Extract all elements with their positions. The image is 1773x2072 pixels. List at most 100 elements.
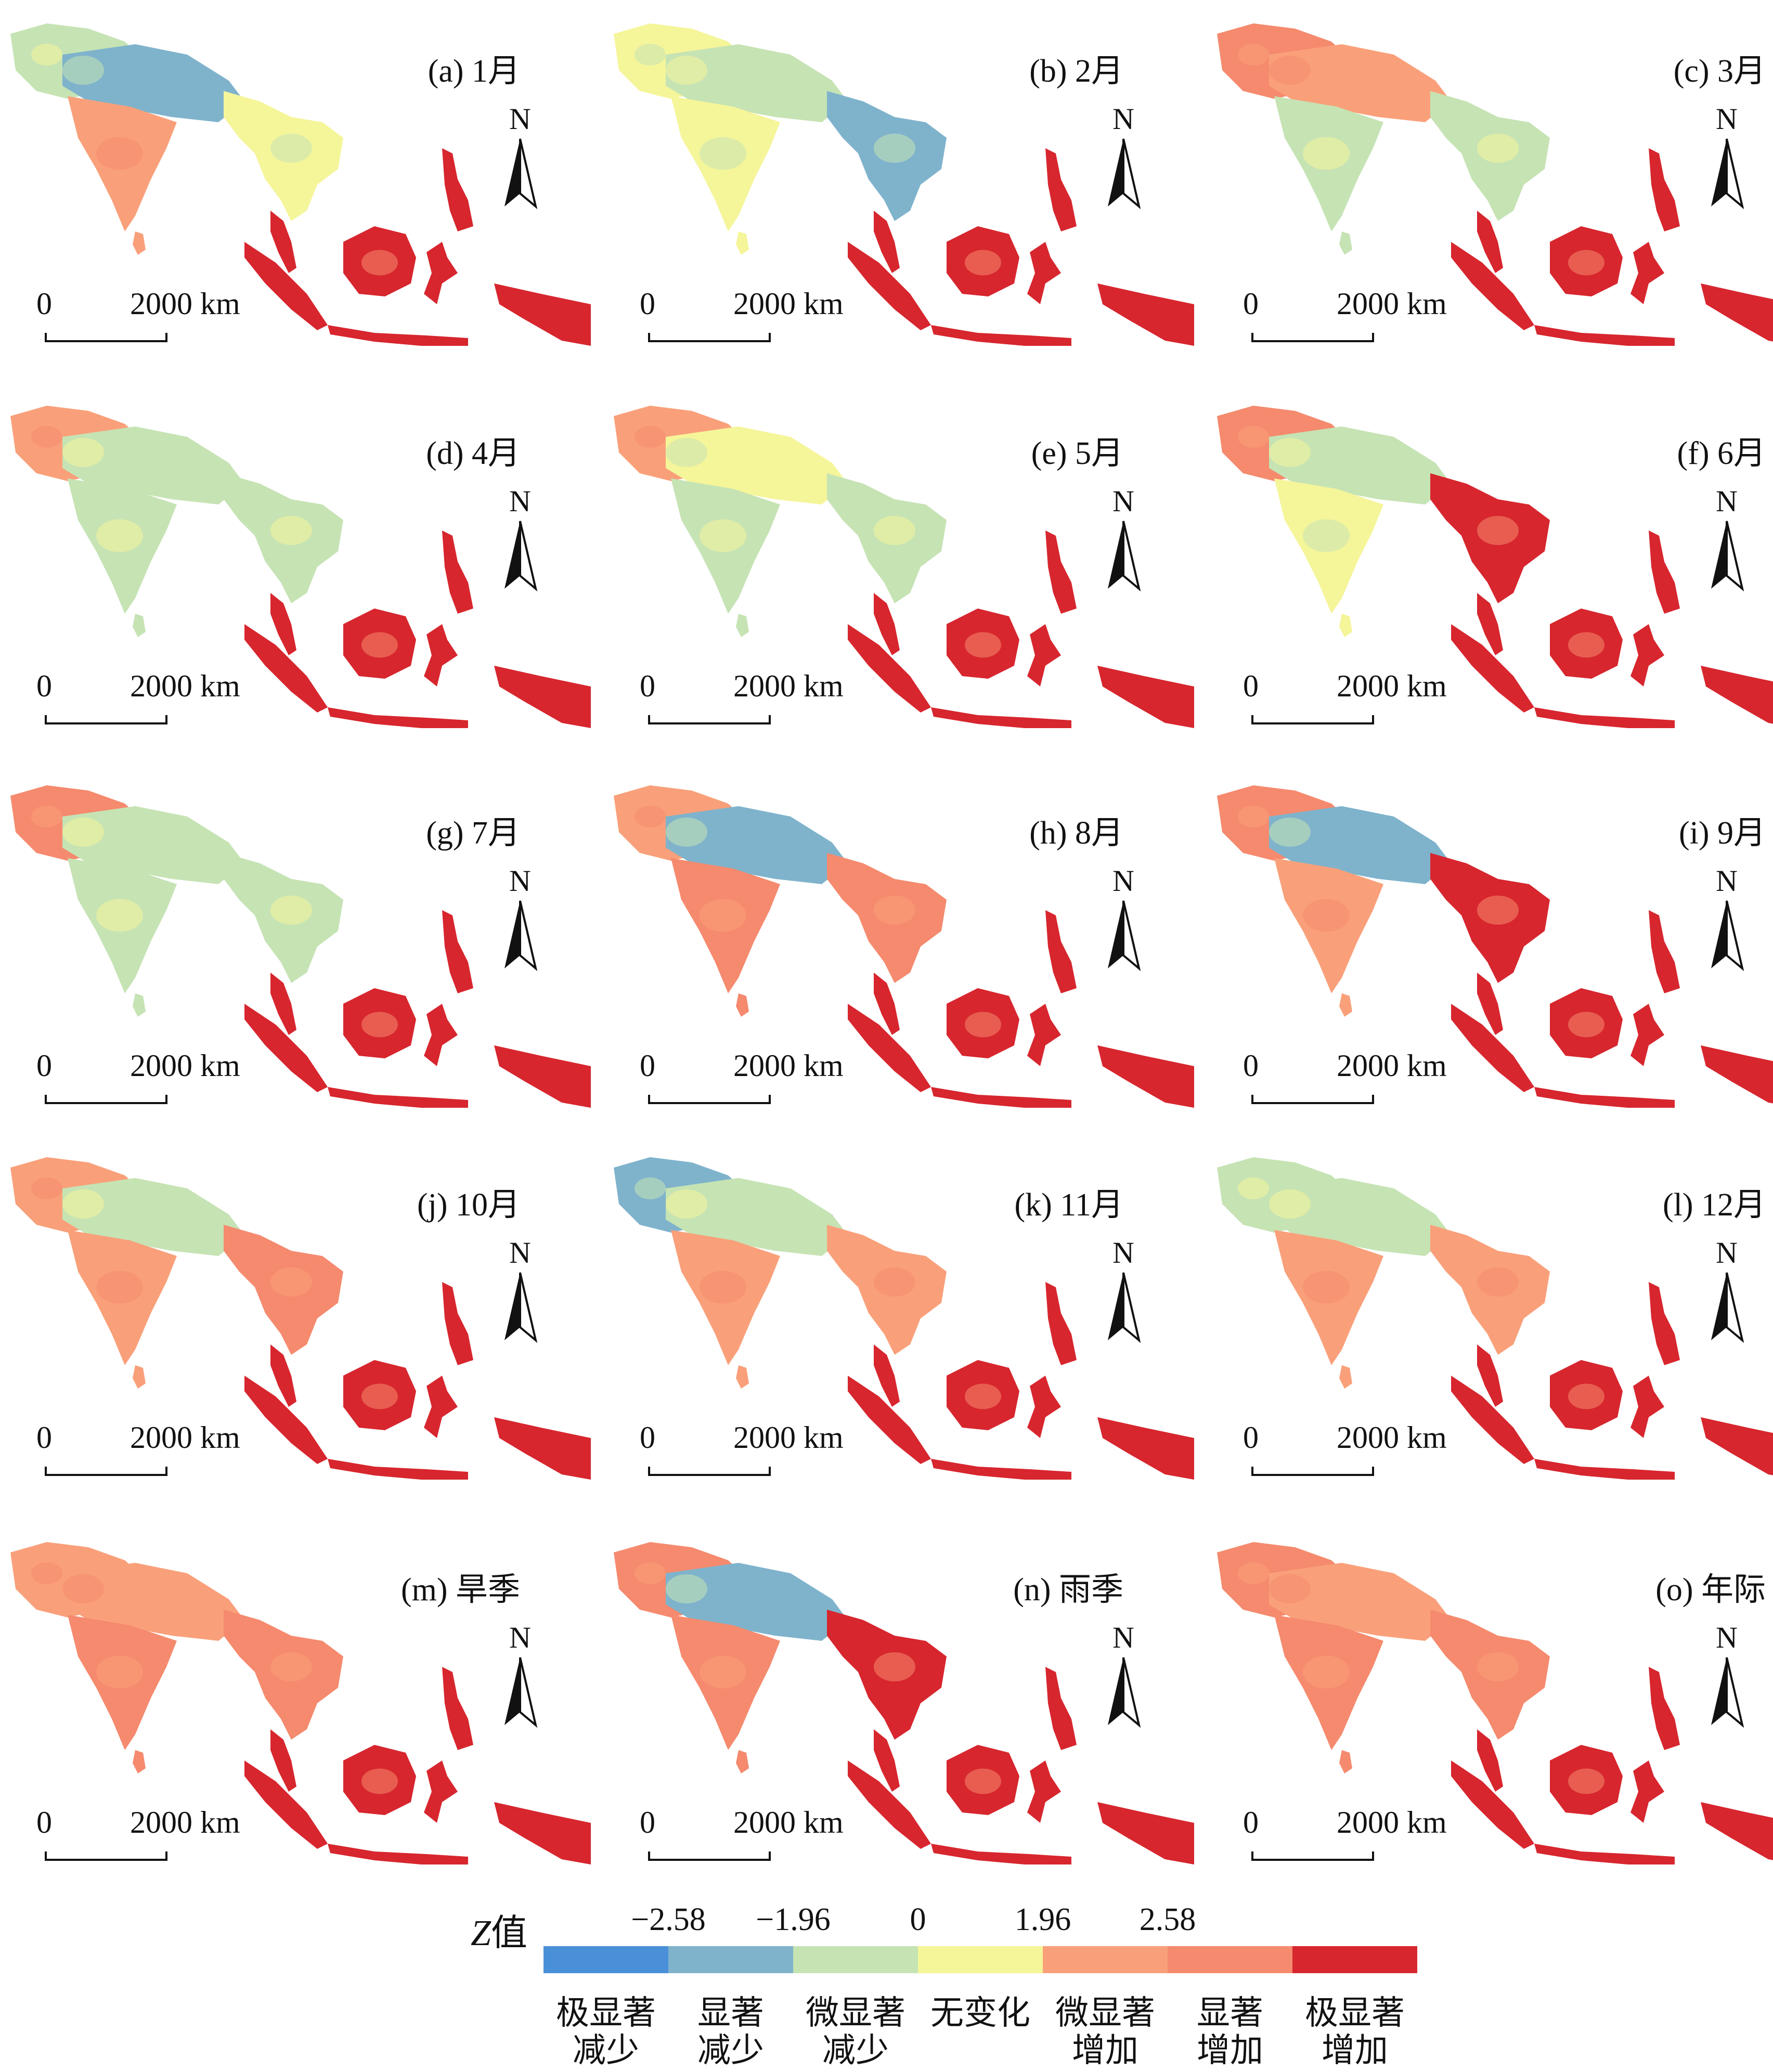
land-region — [1477, 1344, 1503, 1407]
scale-end: 2000 km — [1337, 669, 1447, 703]
texture-patch — [700, 137, 746, 170]
land-region — [666, 1563, 848, 1641]
land-region — [270, 973, 296, 1035]
legend-class-line1: 显著 — [1197, 1994, 1263, 2032]
land-map — [614, 1542, 1194, 1864]
land-region — [1269, 426, 1451, 504]
land-region — [62, 806, 244, 884]
land-region — [1630, 1376, 1664, 1438]
north-arrow-icon — [1711, 138, 1744, 210]
map-panel: (j) 10月 N 0 2000 km — [0, 1147, 591, 1521]
land-region — [244, 1376, 328, 1464]
legend-class-label: 极显著 增加 — [1292, 1995, 1417, 2069]
legend-class-label: 极显著 减少 — [543, 1995, 668, 2069]
land-region — [133, 231, 146, 255]
scale-bar: 0 2000 km — [1243, 668, 1451, 731]
land-region — [1339, 231, 1352, 255]
land-region — [1534, 1459, 1675, 1480]
north-arrow-icon — [504, 138, 538, 210]
land-region — [62, 1563, 244, 1641]
panel-title: (m) 旱季 — [400, 1572, 520, 1608]
north-label: N — [1112, 484, 1134, 518]
land-region — [1649, 1282, 1680, 1365]
north-arrow-icon — [504, 900, 538, 972]
land-region — [666, 806, 848, 884]
land-map — [10, 785, 591, 1108]
north-arrow-icon — [1711, 521, 1744, 592]
scale-end: 2000 km — [733, 287, 844, 321]
legend-swatch — [1043, 1946, 1168, 1973]
scale-line — [45, 333, 167, 342]
scale-bar: 0 2000 km — [640, 1048, 848, 1110]
texture-patch — [361, 1012, 398, 1038]
land-region — [62, 426, 244, 504]
scale-start: 0 — [640, 1420, 655, 1455]
land-region — [442, 148, 473, 231]
texture-patch — [361, 250, 398, 276]
scale-end: 2000 km — [1337, 1805, 1447, 1840]
north-arrow-icon — [1108, 138, 1141, 210]
land-map — [1217, 785, 1773, 1108]
north-arrow: N — [499, 484, 541, 593]
legend-tick: 2.58 — [1139, 1902, 1196, 1937]
scale-end: 2000 km — [733, 1805, 844, 1840]
land-region — [1534, 707, 1675, 728]
land-region — [1477, 211, 1503, 273]
texture-patch — [361, 632, 398, 658]
north-arrow: N — [1103, 484, 1144, 593]
north-arrow-icon — [504, 1657, 538, 1728]
texture-patch — [666, 56, 707, 85]
land-region — [270, 1729, 296, 1792]
texture-patch — [361, 1383, 398, 1409]
texture-patch — [965, 1012, 1001, 1038]
north-arrow: N — [1103, 863, 1144, 973]
north-arrow: N — [499, 1235, 541, 1345]
texture-patch — [700, 1271, 746, 1304]
north-arrow-icon — [1711, 1657, 1744, 1728]
texture-patch — [31, 426, 62, 448]
scale-bar: 0 2000 km — [36, 286, 244, 348]
north-arrow-icon — [1108, 521, 1141, 592]
land-region — [1451, 1376, 1534, 1464]
scale-end: 2000 km — [1337, 287, 1447, 321]
texture-patch — [1568, 250, 1604, 276]
legend-tick: −1.96 — [756, 1902, 831, 1937]
map-panel: (h) 8月 N 0 2000 km — [603, 775, 1194, 1149]
legend-tick: 0 — [910, 1902, 926, 1937]
texture-patch — [1269, 438, 1311, 467]
north-arrow: N — [1103, 1620, 1144, 1730]
legend-swatch — [543, 1946, 668, 1973]
texture-patch — [1303, 1271, 1350, 1304]
texture-patch — [874, 134, 915, 163]
texture-patch — [874, 1267, 915, 1297]
texture-patch — [1477, 896, 1519, 925]
map-panel: (n) 雨季 N 0 2000 km — [603, 1532, 1194, 1906]
north-arrow-icon — [1711, 1272, 1744, 1343]
land-region — [133, 614, 146, 637]
scale-line — [1251, 1095, 1374, 1104]
texture-patch — [874, 516, 915, 545]
land-region — [270, 1344, 296, 1407]
panel-title: (c) 3月 — [1673, 54, 1766, 89]
north-arrow: N — [499, 1620, 541, 1730]
legend: Z值 极显著 减少 显著 减少 微显著 减少 无变化 微显著 增加 显著 增加 极显著 增加 −2.58−… — [0, 1872, 1773, 2072]
map-panel: (l) 12月 N 0 2000 km — [1207, 1147, 1773, 1521]
texture-patch — [666, 1574, 707, 1603]
texture-patch — [270, 1267, 312, 1297]
north-arrow-icon — [1108, 1272, 1141, 1343]
texture-patch — [1477, 134, 1519, 163]
scale-bar: 0 2000 km — [640, 1420, 848, 1482]
north-arrow: N — [499, 101, 541, 211]
texture-patch — [96, 1655, 143, 1689]
north-label: N — [1112, 1621, 1134, 1654]
land-region — [1339, 993, 1352, 1017]
scale-line — [1251, 715, 1374, 724]
panel-title: (j) 10月 — [417, 1187, 520, 1223]
land-region — [494, 666, 591, 728]
land-region — [931, 1087, 1071, 1108]
scale-bar: 0 2000 km — [36, 1048, 244, 1110]
texture-patch — [1269, 1574, 1311, 1603]
scale-start: 0 — [640, 669, 655, 703]
texture-patch — [270, 516, 312, 545]
north-arrow: N — [1706, 1620, 1748, 1730]
